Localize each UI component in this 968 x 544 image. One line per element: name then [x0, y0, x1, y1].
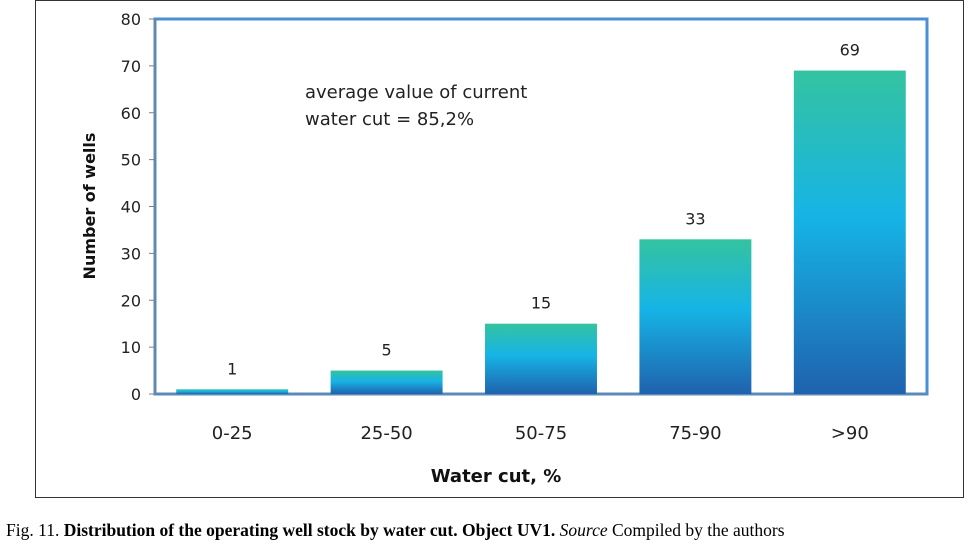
- data-label: 33: [685, 209, 705, 228]
- x-axis-title: Water cut, %: [431, 466, 562, 487]
- bar-25-50: [330, 370, 443, 394]
- y-tick-label: 10: [121, 338, 141, 357]
- caption-source-label: Source: [559, 520, 608, 540]
- data-label: 15: [531, 294, 551, 313]
- x-tick-label: >90: [831, 423, 869, 444]
- annotation-line-1: average value of current: [305, 82, 527, 103]
- bar-0-25: [176, 389, 289, 394]
- x-tick-label: 25-50: [360, 423, 412, 444]
- bar-50-75: [485, 323, 597, 394]
- y-tick-label: 30: [121, 244, 141, 263]
- chart-frame: 0 10 20 30 40 50 60 70 80 0-25 25-50 50-75 75-90 >90…: [35, 0, 964, 498]
- caption-prefix: Fig. 11.: [6, 520, 64, 540]
- caption-title: Distribution of the operating well stock…: [63, 520, 556, 540]
- annotation-line-2: water cut = 85,2%: [305, 109, 474, 130]
- caption-source-text: Compiled by the authors: [607, 520, 785, 540]
- figure-caption: Fig. 11. Distribution of the operating w…: [6, 520, 966, 541]
- data-label: 1: [227, 359, 237, 378]
- y-tick-label: 20: [121, 291, 141, 310]
- y-tick-label: 60: [121, 104, 141, 123]
- x-tick-label: 75-90: [669, 423, 721, 444]
- bar-75-90: [639, 239, 752, 394]
- y-tick-label: 80: [121, 10, 141, 29]
- x-tick-label: 0-25: [212, 423, 253, 444]
- y-axis-title: Number of wells: [80, 133, 99, 280]
- y-tick-label: 40: [121, 198, 141, 217]
- x-tick-label: 50-75: [515, 423, 567, 444]
- data-label: 5: [382, 341, 392, 360]
- y-tick-label: 50: [121, 151, 141, 170]
- bar-90: [793, 70, 906, 394]
- data-label: 69: [840, 41, 860, 60]
- y-tick-label: 0: [131, 385, 141, 404]
- bar-chart: 0 10 20 30 40 50 60 70 80 0-25 25-50 50-75 75-90 >90…: [80, 10, 929, 487]
- y-tick-label: 70: [121, 57, 141, 76]
